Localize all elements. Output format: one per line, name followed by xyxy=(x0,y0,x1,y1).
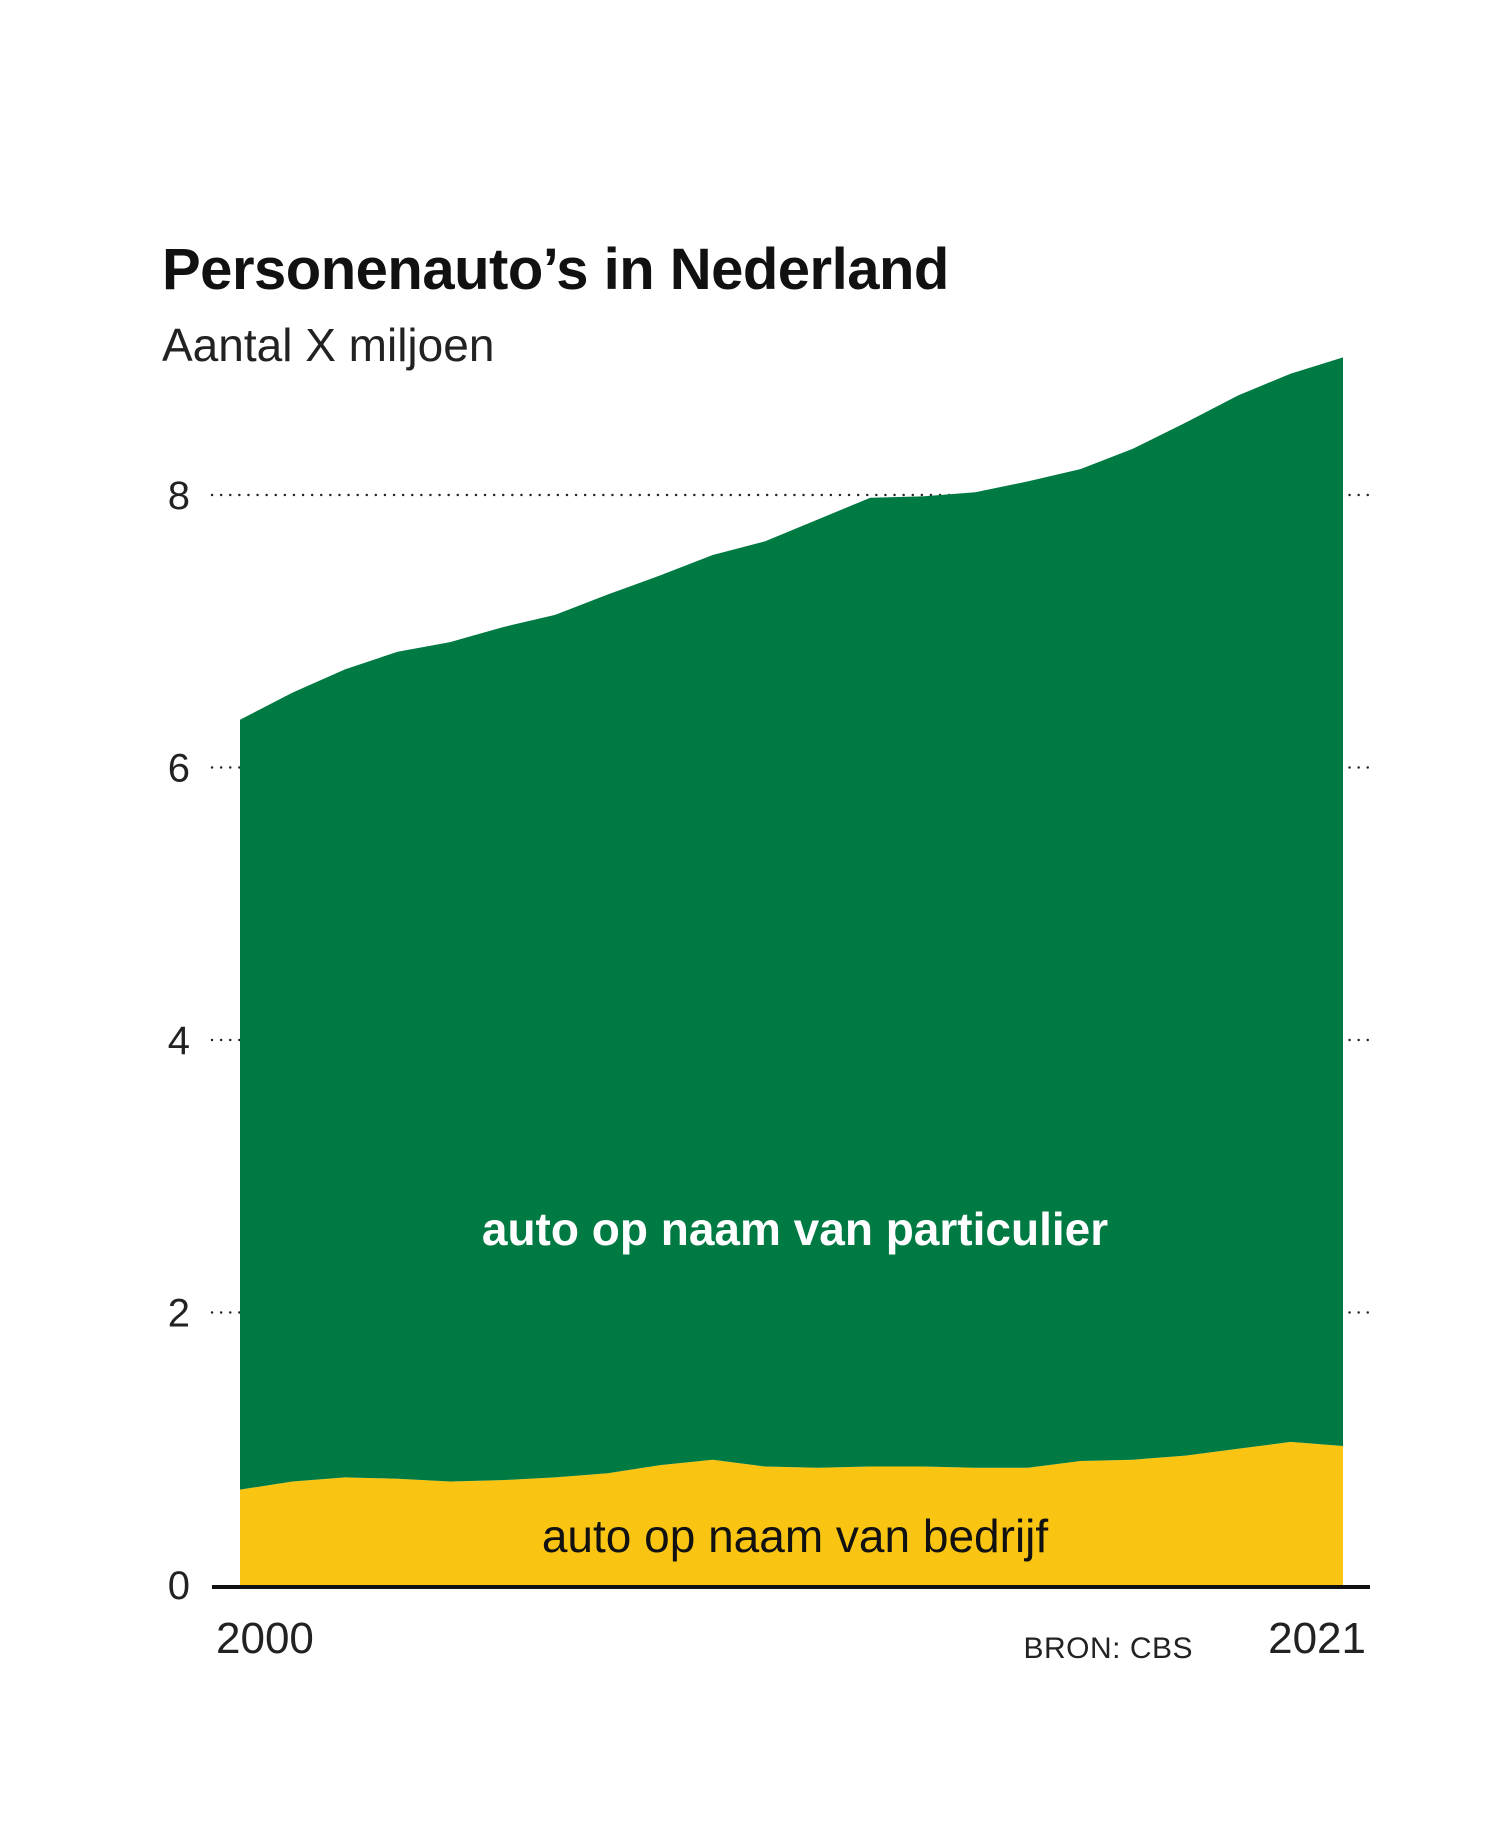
y-tick-label-6: 6 xyxy=(168,747,190,791)
y-tick-label-2: 2 xyxy=(168,1292,190,1336)
y-tick-label-8: 8 xyxy=(168,474,190,518)
source-label: BRON: CBS xyxy=(1023,1632,1193,1665)
series-label-bedrijf: auto op naam van bedrijf xyxy=(542,1510,1049,1562)
y-tick-label-4: 4 xyxy=(168,1019,190,1063)
x-tick-label-start: 2000 xyxy=(216,1614,314,1663)
x-tick-label-end: 2021 xyxy=(1268,1614,1366,1663)
area-series-bedrijf xyxy=(240,1441,1343,1585)
chart-title: Personenauto’s in Nederland xyxy=(162,237,949,302)
y-tick-label-0: 0 xyxy=(168,1564,190,1608)
area-series-particulier xyxy=(240,357,1343,1490)
chart-subtitle: Aantal X miljoen xyxy=(162,319,495,371)
series-label-particulier: auto op naam van particulier xyxy=(482,1203,1108,1255)
